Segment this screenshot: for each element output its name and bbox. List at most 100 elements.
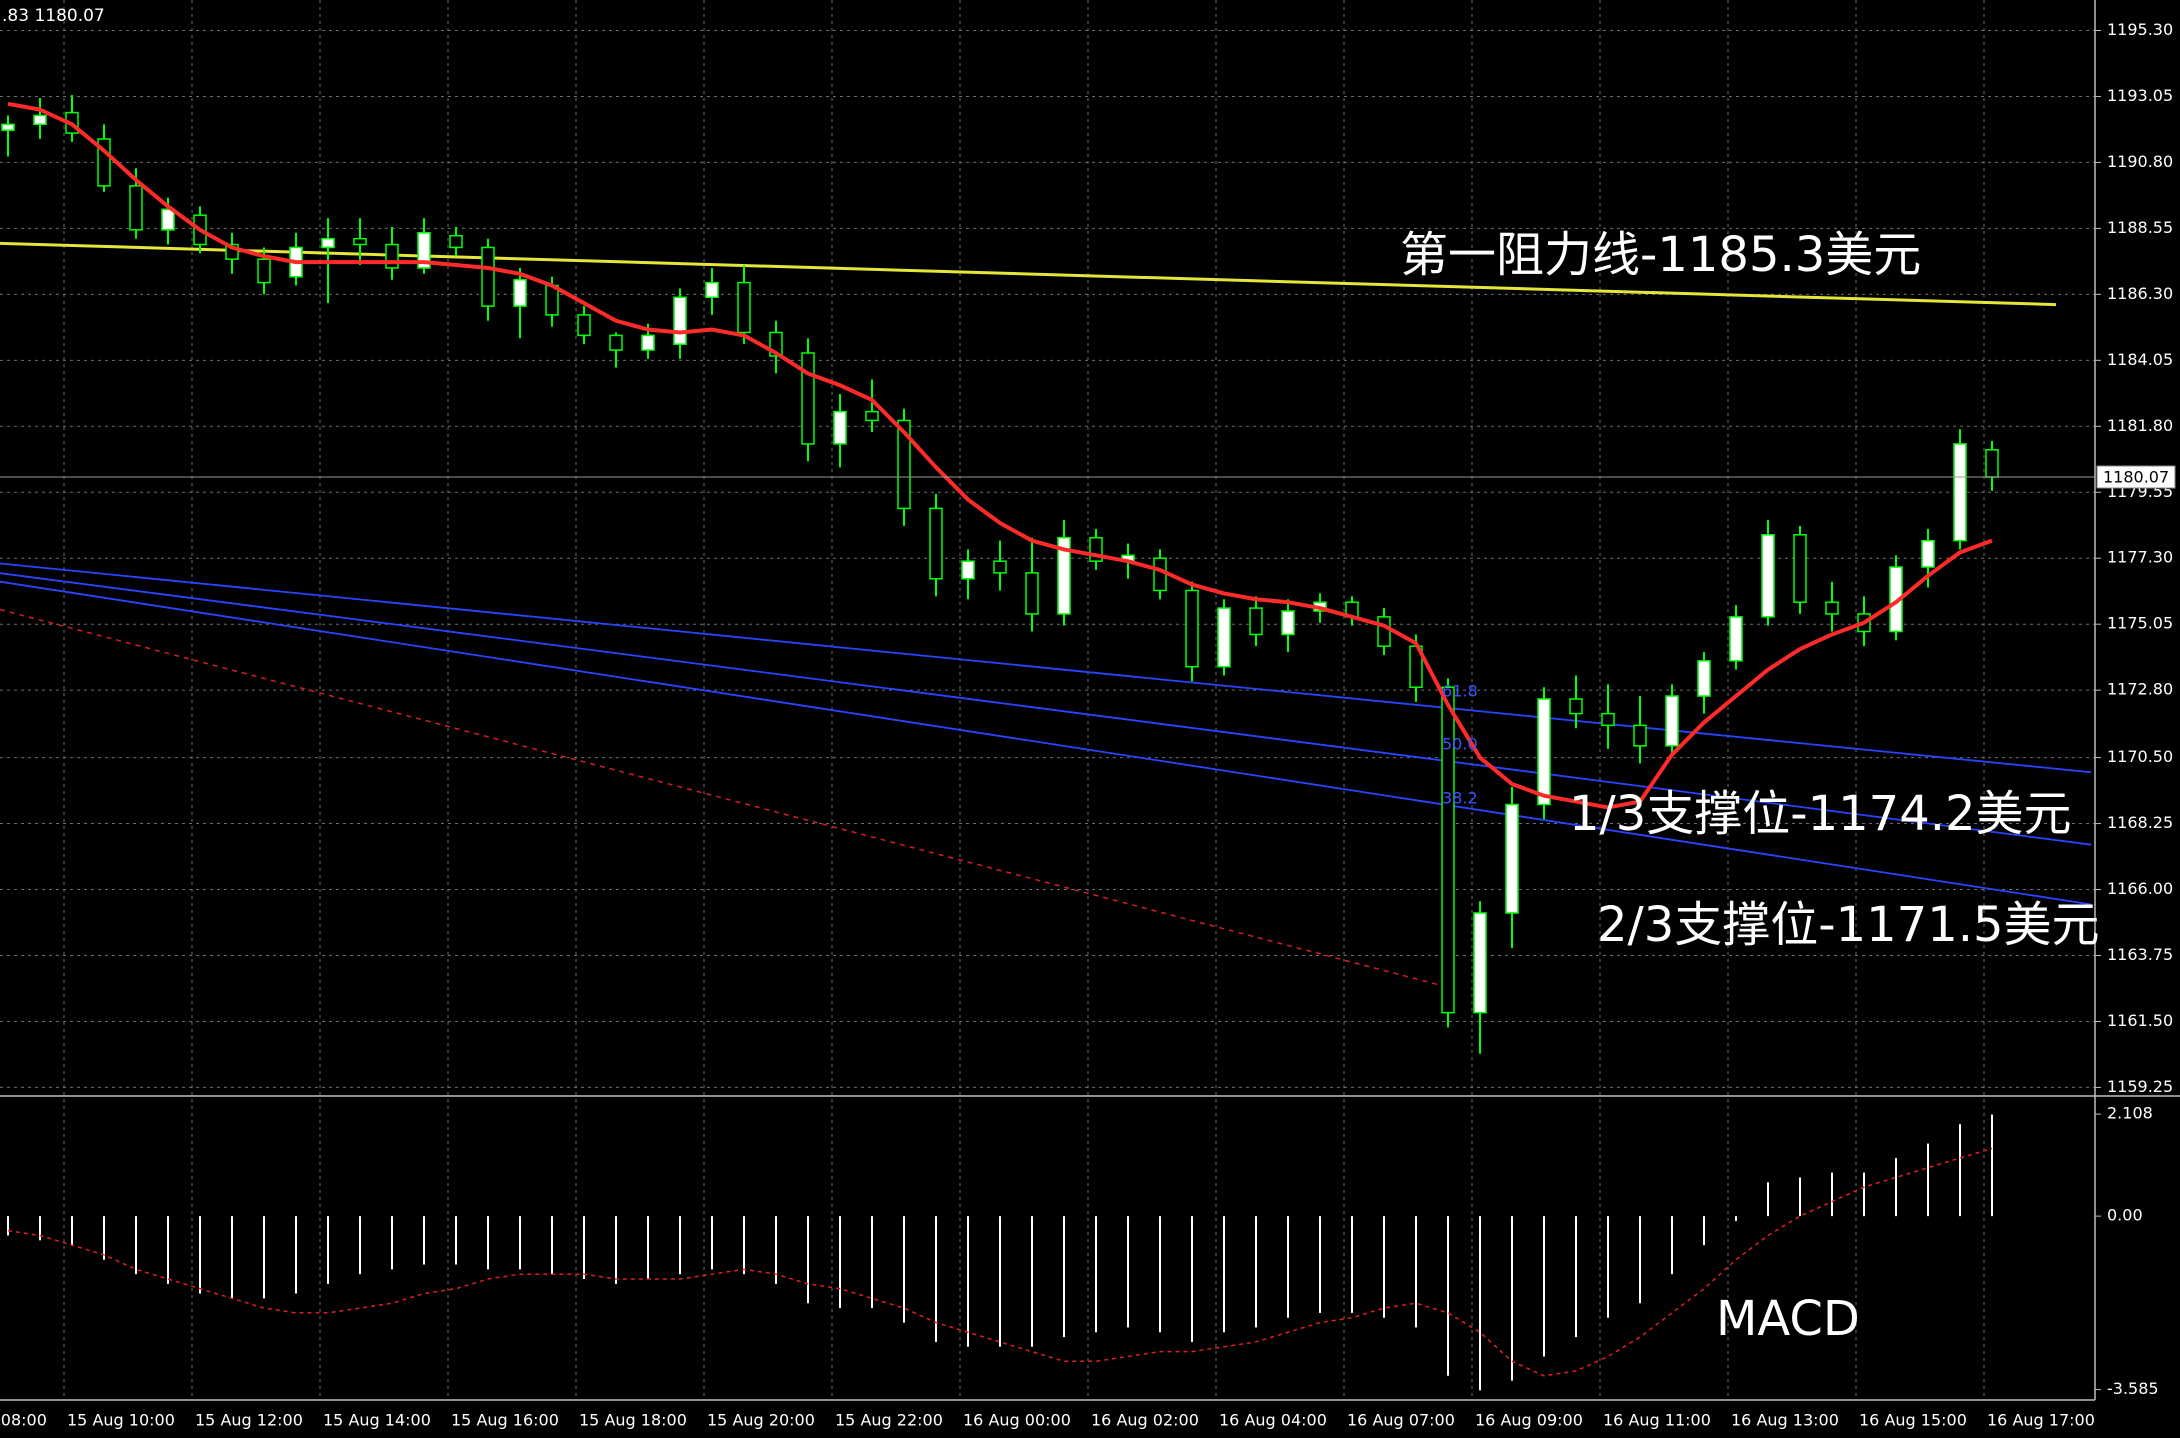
macd-title: MACD bbox=[1716, 1291, 1860, 1347]
x-tick-label: 15 Aug 12:00 bbox=[195, 1411, 303, 1430]
y-tick-label: 1184.05 bbox=[2107, 350, 2173, 369]
y-tick-label: 0.00 bbox=[2107, 1206, 2143, 1225]
main-plot bbox=[0, 94, 2095, 1054]
candle-body bbox=[609, 334, 623, 351]
candle-body bbox=[705, 281, 719, 299]
x-tick-label: 16 Aug 13:00 bbox=[1731, 1411, 1839, 1430]
last-price-box bbox=[2096, 465, 2176, 489]
candle-body bbox=[1153, 557, 1167, 592]
text-layer: 61.8 50.0 38.2 第一阻力线-1185.3美元 1/3支撑位-117… bbox=[2, 6, 2100, 1347]
candle-body bbox=[1665, 695, 1679, 747]
candle-body bbox=[33, 114, 47, 126]
candle-body bbox=[1729, 616, 1743, 662]
x-tick-label: 15 Aug 18:00 bbox=[579, 1411, 687, 1430]
x-tick-label: 15 Aug 20:00 bbox=[707, 1411, 815, 1430]
candle-body bbox=[481, 246, 495, 307]
x-tick-label: 15 Aug 14:00 bbox=[323, 1411, 431, 1430]
y-tick-label: 2.108 bbox=[2107, 1104, 2153, 1123]
candle-body bbox=[1217, 607, 1231, 668]
annotation: 第一阻力线-1185.3美元 bbox=[1400, 227, 1921, 283]
fib-label: 50.0 bbox=[1442, 735, 1478, 754]
y-tick-label: 1188.55 bbox=[2107, 218, 2173, 237]
fib-label: 38.2 bbox=[1442, 789, 1478, 808]
y-tick-label: 1181.80 bbox=[2107, 416, 2173, 435]
candle-body bbox=[513, 278, 527, 307]
candle-body bbox=[577, 314, 591, 337]
candle-body bbox=[1473, 912, 1487, 1014]
header-text: .83 1180.07 bbox=[2, 6, 105, 26]
candle-body bbox=[865, 410, 879, 422]
candle-body bbox=[1377, 616, 1391, 647]
candle-body bbox=[1441, 686, 1455, 1014]
candle-body bbox=[1505, 803, 1519, 914]
trend-line bbox=[0, 580, 2092, 906]
y-tick-label: 1193.05 bbox=[2107, 86, 2173, 105]
x-tick-label: 16 Aug 15:00 bbox=[1859, 1411, 1967, 1430]
x-tick-label: 16 Aug 09:00 bbox=[1475, 1411, 1583, 1430]
y-tick-label: -3.585 bbox=[2107, 1379, 2159, 1398]
annotation: 2/3支撑位-1171.5美元 bbox=[1597, 897, 2100, 953]
candle-body bbox=[161, 208, 175, 231]
x-tick-label: 16 Aug 11:00 bbox=[1603, 1411, 1711, 1430]
candle-body bbox=[737, 281, 751, 334]
trend-line bbox=[0, 241, 2057, 307]
x-tick-label: 15 Aug 22:00 bbox=[835, 1411, 943, 1430]
candle-body bbox=[897, 419, 911, 510]
candle-body bbox=[961, 560, 975, 580]
candle-body bbox=[1697, 660, 1711, 697]
x-tick-label: 15 Aug 08:00 bbox=[0, 1411, 47, 1430]
candle-body bbox=[257, 258, 271, 284]
macd-plot bbox=[7, 1114, 1993, 1391]
x-tick-label: 16 Aug 00:00 bbox=[963, 1411, 1071, 1430]
candle-body bbox=[129, 185, 143, 231]
fib-label: 61.8 bbox=[1442, 682, 1478, 701]
y-tick-label: 1186.30 bbox=[2107, 284, 2173, 303]
y-tick-label: 1159.25 bbox=[2107, 1077, 2173, 1096]
candle-body bbox=[801, 352, 815, 445]
candle-body bbox=[449, 234, 463, 249]
y-tick-label: 1161.50 bbox=[2107, 1011, 2173, 1030]
ma-line bbox=[7, 101, 1993, 810]
candle-body bbox=[993, 560, 1007, 574]
candle-body bbox=[385, 243, 399, 269]
candle-body bbox=[1281, 610, 1295, 636]
y-tick-label: 1166.00 bbox=[2107, 879, 2173, 898]
y-tick-label: 1190.80 bbox=[2107, 152, 2173, 171]
candle-body bbox=[1825, 601, 1839, 615]
candle-body bbox=[353, 237, 367, 246]
annotation: 1/3支撑位-1174.2美元 bbox=[1569, 786, 2072, 842]
x-tick-label: 16 Aug 04:00 bbox=[1219, 1411, 1327, 1430]
candle-body bbox=[1633, 724, 1647, 747]
y-tick-label: 1172.80 bbox=[2107, 680, 2173, 699]
y-tick-label: 1175.05 bbox=[2107, 614, 2173, 633]
y-tick-label: 1168.25 bbox=[2107, 813, 2173, 832]
last-price-label: 1180.07 bbox=[2103, 468, 2169, 487]
candle-body bbox=[1985, 448, 1999, 478]
candle-body bbox=[1057, 536, 1071, 615]
candle-body bbox=[1953, 443, 1967, 542]
y-tick-label: 1170.50 bbox=[2107, 747, 2173, 766]
candle-body bbox=[1025, 572, 1039, 615]
trend-line bbox=[0, 572, 2092, 846]
y-tick-label: 1163.75 bbox=[2107, 945, 2173, 964]
candle-body bbox=[321, 237, 335, 249]
x-tick-label: 16 Aug 07:00 bbox=[1347, 1411, 1455, 1430]
candle-body bbox=[641, 334, 655, 351]
candle-body bbox=[1249, 607, 1263, 636]
candle-body bbox=[417, 232, 431, 269]
grid-layer bbox=[0, 0, 2095, 1400]
candle-body bbox=[1, 123, 15, 131]
x-tick-label: 15 Aug 16:00 bbox=[451, 1411, 559, 1430]
candle-body bbox=[1921, 539, 1935, 568]
candle-body bbox=[673, 296, 687, 345]
trend-line bbox=[0, 608, 1452, 989]
y-tick-label: 1177.30 bbox=[2107, 548, 2173, 567]
candle-body bbox=[833, 410, 847, 445]
candle-body bbox=[1601, 712, 1615, 727]
y-tick-label: 1195.30 bbox=[2107, 20, 2173, 39]
candle-body bbox=[1185, 589, 1199, 668]
candle-body bbox=[1569, 698, 1583, 715]
